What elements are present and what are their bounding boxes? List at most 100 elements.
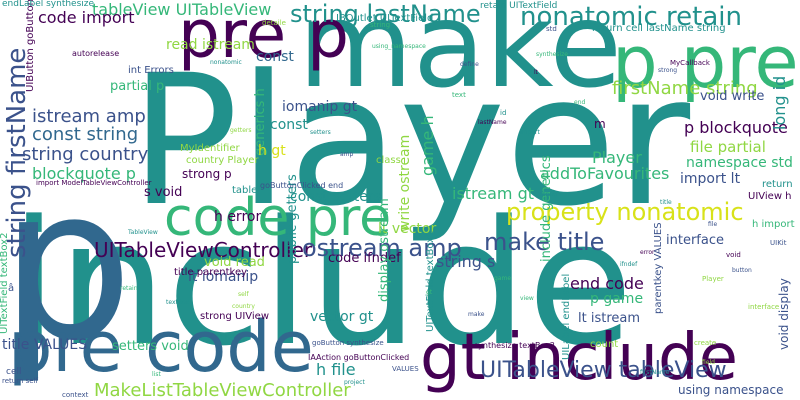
cloud-word: UILabel endLabel bbox=[561, 273, 572, 360]
cloud-word: write ostream bbox=[397, 134, 413, 232]
cloud-word: make bbox=[298, 0, 622, 114]
cloud-word: code pre bbox=[164, 188, 392, 248]
cloud-word: make title bbox=[484, 228, 605, 256]
cloud-word: table bbox=[232, 185, 258, 196]
cloud-word: p blockquote bbox=[684, 118, 788, 137]
cloud-word: button bbox=[732, 267, 752, 274]
cloud-word: using namespace bbox=[678, 383, 784, 397]
cloud-word: goButton synthesize bbox=[312, 339, 384, 347]
cloud-word: end bbox=[574, 99, 586, 106]
cloud-word: MyIdentifier bbox=[180, 143, 240, 154]
cloud-word: vector gt bbox=[310, 309, 374, 325]
cloud-word: string bbox=[370, 21, 391, 29]
cloud-word: strong UIView bbox=[200, 311, 270, 322]
cloud-word: game bbox=[494, 275, 512, 282]
cloud-word: void read bbox=[204, 255, 265, 270]
cloud-word: title bbox=[660, 199, 672, 206]
cloud-word: text bbox=[452, 91, 466, 99]
cloud-word: list bbox=[152, 371, 161, 378]
cloud-word: detaile bbox=[262, 19, 286, 27]
cloud-word: UIView h bbox=[748, 191, 792, 202]
cloud-word: string s bbox=[436, 252, 496, 271]
cloud-word: string bbox=[540, 191, 558, 198]
cloud-word: UITableViewController bbox=[94, 238, 313, 262]
cloud-word: property nonatomic bbox=[506, 198, 744, 226]
cloud-word: void write bbox=[700, 89, 765, 104]
cloud-word: return bbox=[762, 179, 793, 190]
cloud-word: gt include bbox=[420, 321, 738, 395]
cloud-word: Player bbox=[130, 37, 691, 246]
cloud-word: ifndef bbox=[620, 261, 638, 268]
cloud-word: read istream bbox=[166, 37, 255, 53]
cloud-word: create bbox=[694, 339, 717, 347]
cloud-word: project bbox=[344, 379, 365, 386]
cloud-word: cell bbox=[6, 367, 22, 377]
cloud-word: lt vector bbox=[378, 221, 437, 237]
cloud-word: interface bbox=[666, 233, 724, 248]
cloud-word: firstName bbox=[640, 369, 670, 376]
cloud-word: view bbox=[520, 295, 534, 302]
cloud-word: retain bbox=[120, 285, 138, 292]
cloud-word: title parentkey bbox=[174, 267, 248, 278]
cloud-word: field bbox=[702, 359, 715, 366]
cloud-word: std bbox=[546, 25, 557, 33]
cloud-word: UITableView tableView bbox=[480, 358, 727, 383]
cloud-word: MakeListTableViewController bbox=[94, 380, 351, 400]
cloud-word: h error bbox=[214, 209, 262, 225]
cloud-word: gt bbox=[426, 289, 433, 296]
cloud-word: VALUES bbox=[392, 365, 419, 373]
cloud-word: context bbox=[62, 391, 89, 399]
cloud-word: lastName bbox=[478, 119, 507, 126]
cloud-word: make bbox=[468, 311, 485, 318]
cloud-word: display ostream bbox=[377, 198, 392, 302]
cloud-word: addToFavourites bbox=[540, 164, 670, 183]
cloud-word: strong p bbox=[182, 167, 232, 181]
cloud-word: textBox bbox=[166, 299, 189, 306]
cloud-word: istream amp bbox=[32, 106, 146, 127]
cloud-word: partial p bbox=[110, 79, 165, 94]
cloud-word: class bbox=[376, 155, 401, 166]
cloud-word: country Player bbox=[186, 155, 259, 166]
cloud-word: Player bbox=[592, 148, 642, 167]
cloud-word: include bbox=[10, 183, 634, 384]
cloud-word: const bbox=[256, 49, 294, 65]
cloud-word: return self bbox=[2, 377, 38, 385]
cloud-word: autorelease bbox=[72, 49, 120, 58]
cloud-word: pre p bbox=[178, 0, 350, 73]
cloud-word: label bbox=[220, 335, 235, 342]
cloud-word: Player bbox=[702, 275, 724, 283]
cloud-word: tableView UITableView bbox=[92, 0, 272, 19]
cloud-word: include generics bbox=[539, 155, 554, 262]
cloud-word: return cell lastName string bbox=[592, 23, 726, 34]
cloud-word: void display bbox=[777, 278, 791, 350]
cloud-word: lt istream bbox=[578, 311, 641, 326]
cloud-word: game h bbox=[418, 115, 437, 176]
cloud-word: h import bbox=[752, 219, 795, 230]
cloud-word: error bbox=[640, 249, 655, 256]
cloud-word: pre code bbox=[8, 306, 314, 388]
cloud-word: string lastName bbox=[290, 0, 481, 28]
cloud-word: file partial bbox=[690, 138, 766, 156]
cloud-word: country bbox=[232, 303, 255, 310]
cloud-word: iomanip gt bbox=[282, 99, 358, 115]
cloud-word: long id bbox=[770, 75, 789, 130]
cloud-word: id bbox=[500, 109, 507, 117]
cloud-word: endLabel synthesize bbox=[2, 0, 95, 9]
cloud-word: p pre bbox=[612, 20, 799, 104]
cloud-word: UIButton goButton bbox=[25, 0, 36, 92]
cloud-word: retain UITextField bbox=[480, 1, 558, 11]
cloud-word: const string bbox=[32, 124, 139, 145]
cloud-word: end code bbox=[570, 274, 644, 293]
cloud-word: interface bbox=[748, 303, 780, 311]
cloud-word: lt iomanip bbox=[188, 269, 259, 285]
cloud-word: code import bbox=[38, 8, 135, 27]
cloud-word: synthesize bbox=[536, 51, 568, 58]
cloud-word: import lt bbox=[680, 171, 741, 187]
cloud-word: const bbox=[270, 117, 308, 133]
cloud-word: amp bbox=[340, 151, 354, 158]
cloud-word: file bbox=[708, 221, 718, 228]
cloud-word: UIKit bbox=[770, 239, 787, 247]
cloud-word: parentkey VALUES bbox=[653, 222, 664, 314]
cloud-word: IBOutlet UITextField bbox=[336, 13, 434, 24]
